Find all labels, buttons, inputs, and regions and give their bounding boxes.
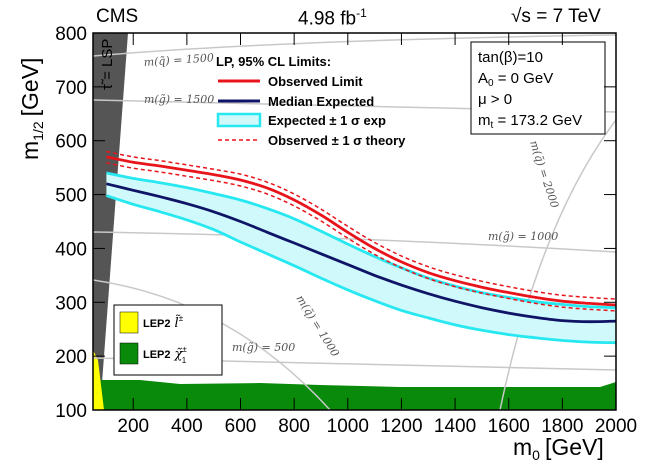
contour-label-gluino-1000: m(g̃) = 1000	[488, 230, 558, 243]
expected-1sigma-band	[106, 173, 616, 343]
y-tick-label: 300	[55, 293, 87, 314]
plot-frame	[92, 32, 617, 411]
series-expected-1-exp-up-line	[106, 171, 616, 310]
x-tick-label: 400	[171, 416, 203, 437]
contour-label-gluino-500: m(g̃) = 500	[232, 341, 295, 354]
legend-observed: Observed Limit	[268, 74, 363, 89]
gluino-1000-contour	[93, 231, 616, 253]
y-tick-label: 500	[55, 186, 87, 207]
lep2-chargino-label: LEP2 χ̃± 1	[143, 345, 187, 365]
luminosity-label: 4.98 fb-1	[298, 6, 367, 30]
x-tick-label: 1200	[380, 416, 422, 437]
y-tick-label: 600	[55, 132, 87, 153]
param-tanbeta: tan(β)=10	[478, 49, 543, 66]
x-tick-label: 1400	[434, 416, 476, 437]
x-axis-label: m0 [GeV]	[513, 434, 604, 463]
legend: LP, 95% CL Limits: Observed Limit Median…	[216, 54, 406, 148]
legend-theory: Observed ± 1 σ theory	[268, 133, 406, 148]
y-tick-label: 100	[55, 401, 87, 422]
contour-label-squark-2000: m(q̃) = 2000	[527, 139, 561, 210]
contour-label-squark-1000: m(q̃) = 1000	[293, 293, 341, 359]
experiment-label: CMS	[96, 6, 139, 27]
x-tick-label: 1600	[488, 416, 530, 437]
lep2-slepton-region	[93, 350, 104, 410]
x-tick-label: 800	[278, 416, 310, 437]
y-tick-label: 400	[55, 239, 87, 260]
y-axis-label: m1/2[GeV]	[17, 58, 46, 160]
lep2-chargino-region	[93, 380, 616, 410]
squark-2000-contour	[499, 119, 616, 410]
param-a0: A0 = 0 GeV	[478, 70, 553, 89]
lep2-slepton-label: LEP2 l̃±	[143, 314, 184, 331]
y-tick-label: 200	[55, 347, 87, 368]
squark-1500-contour	[93, 34, 616, 57]
y-tick-label: 800	[55, 24, 87, 45]
legend-band-swatch	[216, 112, 262, 128]
lep2-legend: LEP2 l̃± LEP2 χ̃± 1	[113, 304, 223, 376]
stau-lsp-label: τ̃ = LSP	[99, 39, 116, 90]
legend-band: Expected ± 1 σ exp	[268, 113, 386, 128]
parameter-box: tan(β)=10 A0 = 0 GeV μ > 0 mt = 173.2 Ge…	[470, 41, 606, 135]
param-mu: μ > 0	[478, 91, 512, 108]
legend-expected: Median Expected	[268, 94, 374, 109]
series-observed-limit-line	[106, 155, 616, 307]
x-tick-label: 2000	[595, 416, 637, 437]
x-tick-label: 200	[117, 416, 149, 437]
contour-label-squark-1500: m(q̃) = 1500	[143, 51, 214, 69]
stau-lsp-region	[93, 33, 128, 410]
contour-label-gluino-1500: m(g̃) = 1500	[144, 93, 214, 106]
x-tick-label: 600	[225, 416, 257, 437]
x-tick-label: 1000	[327, 416, 369, 437]
series-median-expected-line	[106, 182, 616, 324]
energy-label: √s = 7 TeV	[511, 6, 601, 27]
lep2-slepton-swatch	[119, 311, 139, 334]
y-tick-label: 700	[55, 78, 87, 99]
lep2-chargino-swatch	[119, 342, 139, 365]
series-expected-1-exp-down-line	[105, 194, 616, 345]
x-tick-label: 1800	[541, 416, 583, 437]
legend-title: LP, 95% CL Limits:	[216, 54, 331, 69]
param-mtop: mt = 173.2 GeV	[478, 112, 582, 131]
